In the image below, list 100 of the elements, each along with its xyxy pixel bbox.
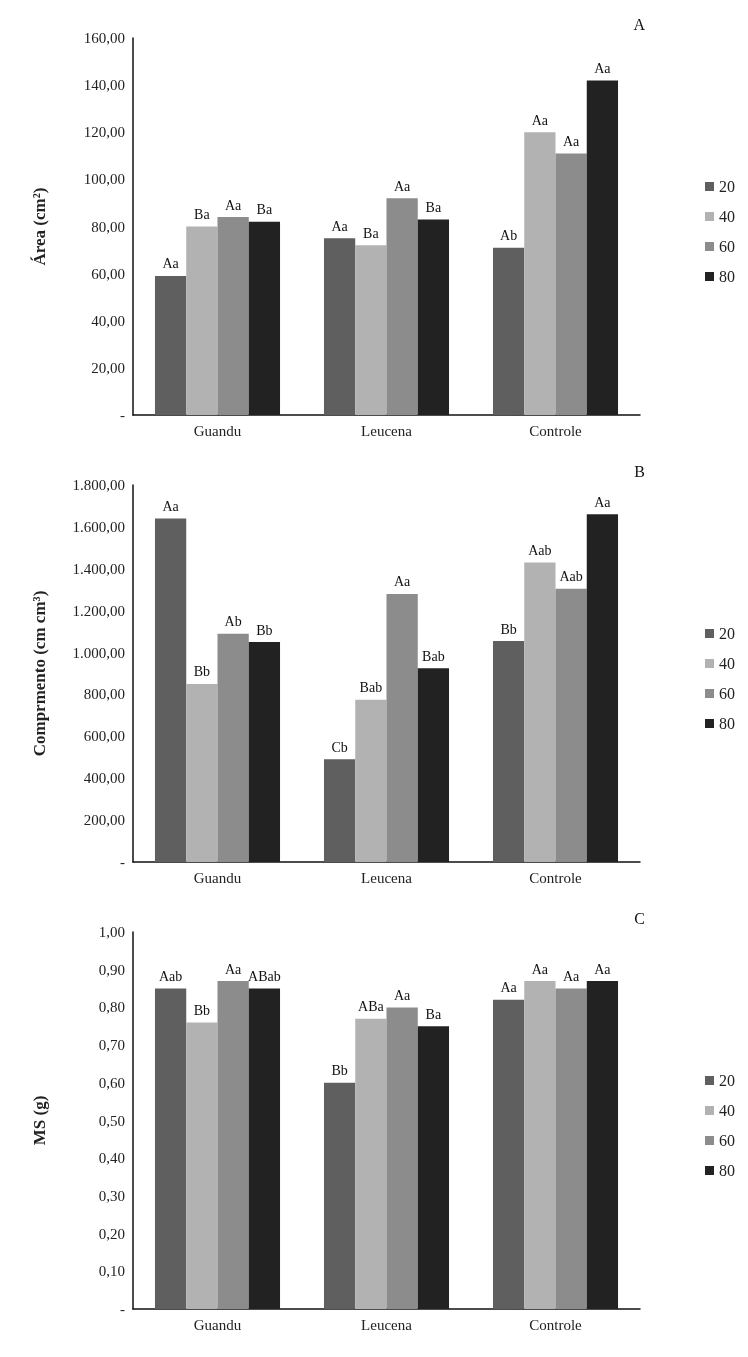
bar — [323, 238, 356, 415]
legend-label: 40 — [719, 655, 735, 672]
data-label: Ba — [425, 1006, 442, 1022]
data-label: Aa — [531, 961, 549, 977]
y-tick-label: 0,60 — [98, 1074, 125, 1091]
bar — [248, 642, 281, 862]
data-label: Aab — [559, 569, 583, 585]
bar — [492, 641, 525, 862]
legend-label: 80 — [719, 1162, 735, 1179]
text: B — [634, 462, 645, 480]
legend-label: 60 — [719, 238, 735, 255]
data-label: Ba — [256, 202, 273, 218]
y-tick-label: 40,00 — [91, 312, 125, 329]
y-tick-label: - — [120, 407, 125, 423]
legend-label: 40 — [719, 1102, 735, 1119]
data-label: ABab — [248, 969, 281, 985]
y-tick-label: 0,50 — [98, 1112, 125, 1129]
data-label: Aab — [158, 969, 183, 985]
bar — [154, 988, 187, 1309]
data-label: Cb — [331, 739, 348, 755]
bar — [217, 981, 249, 1309]
data-label: Bb — [193, 664, 211, 680]
data-label: Aa — [224, 197, 243, 213]
y-tick-label: 1.000,00 — [72, 644, 125, 661]
bar — [586, 981, 619, 1309]
y-tick-label: - — [120, 1301, 125, 1317]
y-tick-label: 600,00 — [83, 728, 125, 745]
y-tick-label: 800,00 — [83, 686, 125, 703]
bar — [154, 518, 187, 862]
data-label: Aa — [562, 133, 581, 149]
y-axis-title: MS (g) — [30, 1095, 49, 1146]
data-label: Bab — [422, 648, 445, 664]
y-tick-label: 0,70 — [98, 1037, 125, 1054]
bar — [386, 1007, 418, 1309]
text: C — [634, 909, 645, 927]
bar — [555, 153, 587, 415]
y-tick-label: - — [120, 854, 125, 870]
bar — [386, 198, 418, 415]
bar — [248, 221, 281, 415]
bar — [186, 683, 218, 862]
bar — [555, 588, 587, 862]
data-label: Aa — [594, 961, 612, 977]
data-label: Ba — [194, 207, 211, 222]
legend-label: 80 — [719, 268, 735, 285]
bar — [186, 226, 218, 415]
bar — [386, 593, 418, 862]
data-label: Ba — [425, 199, 442, 215]
data-label: Bab — [359, 680, 383, 696]
data-label: Aa — [162, 256, 180, 272]
y-tick-label: 160,00 — [83, 30, 125, 46]
data-label: Aa — [224, 961, 243, 977]
data-label: Bb — [193, 1002, 211, 1018]
legend-label: 20 — [719, 178, 735, 195]
x-tick-label: Guandu — [193, 869, 242, 886]
x-tick-label: Leucena — [361, 869, 413, 886]
bar — [217, 217, 249, 415]
bar — [586, 514, 619, 862]
data-label: Ba — [363, 225, 380, 241]
x-tick-label: Controle — [529, 869, 583, 886]
data-label: Ab — [224, 614, 242, 630]
bar — [217, 633, 249, 862]
data-label: Bb — [500, 621, 517, 637]
data-label: Aa — [531, 112, 549, 128]
legend-label: 80 — [719, 715, 735, 732]
bar — [355, 1018, 387, 1309]
x-tick-label: Guandu — [193, 1316, 242, 1333]
data-label: Aa — [562, 969, 581, 985]
y-tick-label: 80,00 — [91, 218, 125, 235]
data-label: Bb — [256, 622, 273, 638]
legend-label: 60 — [719, 685, 735, 702]
x-tick-label: Controle — [529, 1316, 583, 1333]
bar — [524, 981, 556, 1309]
data-label: Aa — [500, 980, 518, 996]
y-tick-label: 0,30 — [98, 1187, 125, 1204]
legend-label: 20 — [719, 1072, 735, 1089]
data-label: Aa — [393, 987, 412, 1003]
x-tick-label: Guandu — [193, 422, 242, 439]
bar — [417, 668, 450, 862]
bar — [417, 1026, 450, 1309]
y-tick-label: 140,00 — [83, 77, 125, 94]
y-tick-label: 120,00 — [83, 124, 125, 141]
data-label: Aa — [393, 574, 412, 590]
y-tick-label: 1.600,00 — [72, 518, 125, 535]
bar — [154, 275, 187, 415]
bar — [524, 562, 556, 862]
bar — [248, 988, 281, 1309]
legend-label: 40 — [719, 208, 735, 225]
data-label: Ab — [500, 228, 518, 244]
y-axis-title: Área (cm²) — [30, 187, 49, 266]
data-label: Aa — [162, 499, 180, 515]
y-tick-label: 400,00 — [83, 770, 125, 787]
y-tick-label: 0,80 — [98, 999, 125, 1016]
legend-label: 60 — [719, 1132, 735, 1149]
y-tick-label: 1.400,00 — [72, 560, 125, 577]
text: A — [633, 15, 646, 33]
x-tick-label: Controle — [529, 422, 583, 439]
y-tick-label: 0,90 — [98, 961, 125, 978]
y-tick-label: 0,40 — [98, 1150, 125, 1167]
data-label: Aa — [594, 60, 612, 76]
data-label: Aa — [594, 494, 612, 510]
